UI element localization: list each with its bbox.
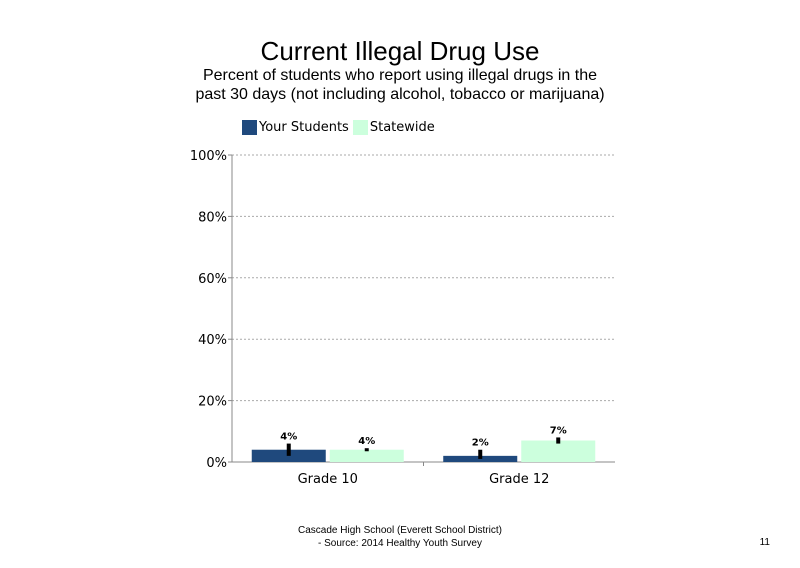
legend-item-your-students: Your Students [242,119,349,135]
error-bar [556,437,561,444]
data-label: 4% [280,432,297,443]
error-bar [364,448,369,452]
y-tick-label: 100% [190,149,227,164]
bar [521,440,596,462]
y-tick-label: 80% [198,210,227,225]
bar [329,449,404,462]
data-label: 2% [472,438,489,449]
y-tick-label: 60% [198,272,227,287]
footer-source: - Source: 2014 Healthy Youth Survey [318,538,482,549]
legend-label-statewide: Statewide [369,119,435,135]
error-bar [286,443,291,456]
error-bar [478,449,483,459]
footer-school: Cascade High School (Everett School Dist… [298,525,502,536]
legend-swatch-your-students [242,119,257,135]
chart-title: Current Illegal Drug Use [260,36,540,66]
chart-subtitle: Percent of students who report using ill… [195,67,605,103]
x-tick-label: Grade 10 [298,472,358,487]
legend-label-your-students: Your Students [259,119,349,135]
data-label: 7% [550,425,567,436]
y-tick-label: 20% [198,395,227,410]
chart-legend: Your Students Statewide [242,118,439,136]
source-footer: Cascade High School (Everett School Dist… [230,524,570,550]
x-tick-label: Grade 12 [489,472,549,487]
y-tick-label: 40% [198,333,227,348]
legend-item-statewide: Statewide [352,119,435,135]
page-number: 11 [759,537,770,548]
y-tick-label: 0% [206,456,227,471]
legend-swatch-statewide [352,119,368,135]
data-label: 4% [358,436,375,447]
